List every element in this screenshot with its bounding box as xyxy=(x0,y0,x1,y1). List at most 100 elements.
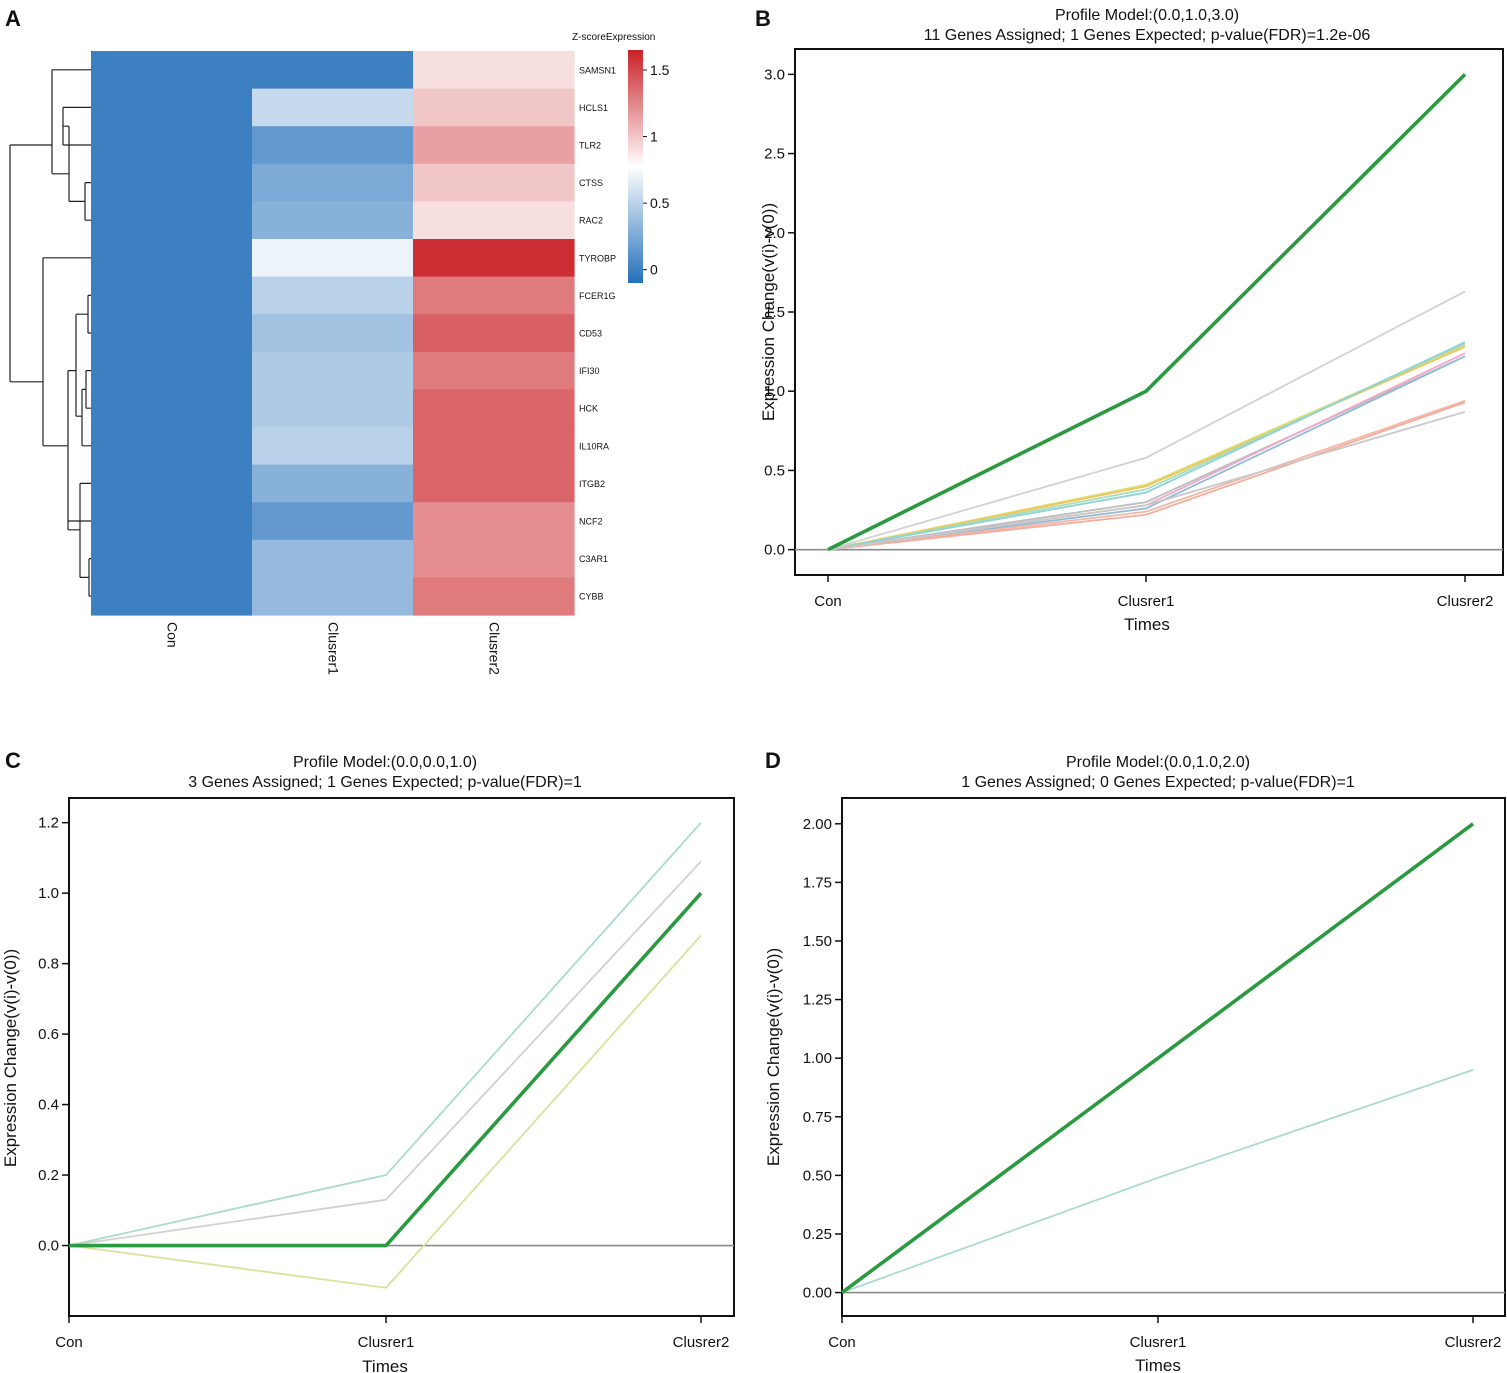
heatmap-cell-HCLS1-Clusrer1 xyxy=(252,88,414,127)
heatmap-cell-CTSS-Clusrer2 xyxy=(413,163,575,202)
legend-tick-label: 0.5 xyxy=(650,195,670,211)
row-label-CD53: CD53 xyxy=(579,329,602,339)
panel-a-label: A xyxy=(5,6,21,31)
row-label-SAMSN1: SAMSN1 xyxy=(579,65,616,75)
y-tick-label: 0.50 xyxy=(803,1167,832,1184)
heatmap-cell-TYROBP-Con xyxy=(91,239,253,278)
heatmap-cell-ITGB2-Clusrer1 xyxy=(252,464,414,503)
y-tick-label: 1.0 xyxy=(38,885,59,902)
heatmap-cell-HCK-Con xyxy=(91,389,253,428)
panel-c-plot: 0.0 0.2 0.4 0.6 0.8 1.0 1.2 Con Clusrer1 Clusrer2 xyxy=(38,797,735,1351)
heatmap-cell-IFI30-Con xyxy=(91,351,253,390)
row-label-CYBB: CYBB xyxy=(579,592,604,602)
heatmap-cell-RAC2-Clusrer1 xyxy=(252,201,414,240)
x-tick-label-Clusrer2: Clusrer2 xyxy=(673,1334,730,1351)
y-tick-label: 0.75 xyxy=(803,1109,832,1126)
gene-series-line-1 xyxy=(827,290,1466,551)
panel-b-label: B xyxy=(755,6,771,31)
y-tick-label: 1.50 xyxy=(803,933,832,950)
panel-b-xlabel: Times xyxy=(1124,615,1170,634)
row-label-TLR2: TLR2 xyxy=(579,141,601,151)
y-tick-label: 0.5 xyxy=(764,462,785,479)
model-profile-line xyxy=(69,891,703,1248)
legend-ticks: 0 0.5 1 1.5 xyxy=(643,62,670,278)
y-tick-label: 0.4 xyxy=(38,1097,59,1114)
gene-series-line-8 xyxy=(827,355,1466,551)
row-label-HCK: HCK xyxy=(579,404,598,414)
gene-series-line-6 xyxy=(827,355,1466,551)
y-tick-label: 2.0 xyxy=(764,225,785,242)
heatmap-cell-NCF2-Con xyxy=(91,502,253,541)
y-tick-label: 0.25 xyxy=(803,1226,832,1243)
x-tick-label-Clusrer1: Clusrer1 xyxy=(358,1334,415,1351)
y-tick-label: 0.0 xyxy=(764,542,785,559)
y-tick-label: 1.0 xyxy=(764,383,785,400)
row-label-HCLS1: HCLS1 xyxy=(579,103,608,113)
y-tick-label: 2.00 xyxy=(803,816,832,833)
heatmap-cell-CD53-Clusrer1 xyxy=(252,314,414,353)
panel-b-line-chart: B Profile Model:(0.0,1.0,3.0) 11 Genes A… xyxy=(755,6,1504,634)
row-label-ITGB2: ITGB2 xyxy=(579,479,605,489)
heatmap-cell-C3AR1-Clusrer1 xyxy=(252,539,414,578)
plot-frame xyxy=(68,797,735,1317)
gene-series-line-1 xyxy=(68,822,702,1247)
row-label-CTSS: CTSS xyxy=(579,178,603,188)
heatmap-cell-CD53-Con xyxy=(91,314,253,353)
heatmap-cell-FCER1G-Clusrer1 xyxy=(252,276,414,315)
heatmap-cell-TYROBP-Clusrer1 xyxy=(252,239,414,278)
gene-series-line-3 xyxy=(68,934,702,1289)
heatmap-cell-CYBB-Clusrer1 xyxy=(252,577,414,616)
gene-series-line-10 xyxy=(827,401,1466,551)
x-tick-label-Con: Con xyxy=(55,1334,83,1351)
column-label-Con: Con xyxy=(165,622,181,648)
heatmap-cell-HCLS1-Clusrer2 xyxy=(413,88,575,127)
heatmap-cell-FCER1G-Con xyxy=(91,276,253,315)
heatmap-row-labels: SAMSN1 HCLS1 TLR2 CTSS RAC2 TYROBP FCER1G CD53 I… xyxy=(579,65,616,601)
heatmap-cell-SAMSN1-Con xyxy=(91,51,253,90)
y-tick-label: 3.0 xyxy=(764,66,785,83)
panel-c-ylabel: Expression Change(v(i)-v(0)) xyxy=(1,949,20,1167)
dendrogram-branches xyxy=(9,69,91,597)
heatmap-cell-CTSS-Clusrer1 xyxy=(252,163,414,202)
heatmap-cell-ITGB2-Clusrer2 xyxy=(413,464,575,503)
x-tick-label-Clusrer2: Clusrer2 xyxy=(1437,593,1494,610)
heatmap-cell-CTSS-Con xyxy=(91,163,253,202)
panel-b-plot: 0.0 0.5 1.0 1.5 2.0 2.5 3.0 Con Clusrer1 Clusrer2 xyxy=(764,48,1504,610)
legend-title: Z-scoreExpression xyxy=(572,32,655,43)
panel-d-ylabel: Expression Change(v(i)-v(0)) xyxy=(764,948,783,1166)
heatmap-cell-C3AR1-Con xyxy=(91,539,253,578)
heatmap-cell-NCF2-Clusrer2 xyxy=(413,502,575,541)
heatmap-cell-SAMSN1-Clusrer1 xyxy=(252,51,414,90)
row-label-TYROBP: TYROBP xyxy=(579,253,616,263)
heatmap-cell-TLR2-Clusrer1 xyxy=(252,126,414,165)
heatmap-cell-NCF2-Clusrer1 xyxy=(252,502,414,541)
panel-c-xlabel: Times xyxy=(362,1357,408,1373)
heatmap-cell-IL10RA-Clusrer2 xyxy=(413,427,575,466)
row-label-C3AR1: C3AR1 xyxy=(579,554,608,564)
heatmap-cell-HCLS1-Con xyxy=(91,88,253,127)
x-tick-label-Clusrer1: Clusrer1 xyxy=(1118,593,1175,610)
panel-a-heatmap: A SAMSN1 HCLS1 TLR2 CTSS RAC2 TYROBP FCER1G CD5… xyxy=(5,6,670,675)
heatmap-cell-HCK-Clusrer1 xyxy=(252,389,414,428)
color-legend: Z-scoreExpression 0 0.5 1 1.5 xyxy=(572,32,670,283)
panel-b-title: Profile Model:(0.0,1.0,3.0) xyxy=(1055,7,1239,24)
y-tick-label: 0.00 xyxy=(803,1285,832,1302)
gene-series-line-1 xyxy=(841,1069,1474,1294)
heatmap-cell-TYROBP-Clusrer2 xyxy=(413,239,575,278)
model-profile-line xyxy=(840,822,1475,1295)
heatmap-cell-CD53-Clusrer2 xyxy=(413,314,575,353)
panel-d-label: D xyxy=(765,748,781,773)
gene-series-line-2 xyxy=(68,860,702,1247)
gene-series-line-4 xyxy=(827,342,1466,551)
heatmap-cell-ITGB2-Con xyxy=(91,464,253,503)
y-tick-label: 0.2 xyxy=(38,1167,59,1184)
row-label-NCF2: NCF2 xyxy=(579,517,603,527)
heatmap-cell-IFI30-Clusrer1 xyxy=(252,351,414,390)
plot-frame xyxy=(794,48,1504,576)
gene-series-line-5 xyxy=(827,341,1466,551)
y-tick-label: 1.25 xyxy=(803,992,832,1009)
column-label-Clusrer1: Clusrer1 xyxy=(326,622,342,675)
x-tick-label-Con: Con xyxy=(828,1334,856,1351)
heatmap-cell-IFI30-Clusrer2 xyxy=(413,351,575,390)
panel-b-subtitle: 11 Genes Assigned; 1 Genes Expected; p-v… xyxy=(924,27,1371,44)
